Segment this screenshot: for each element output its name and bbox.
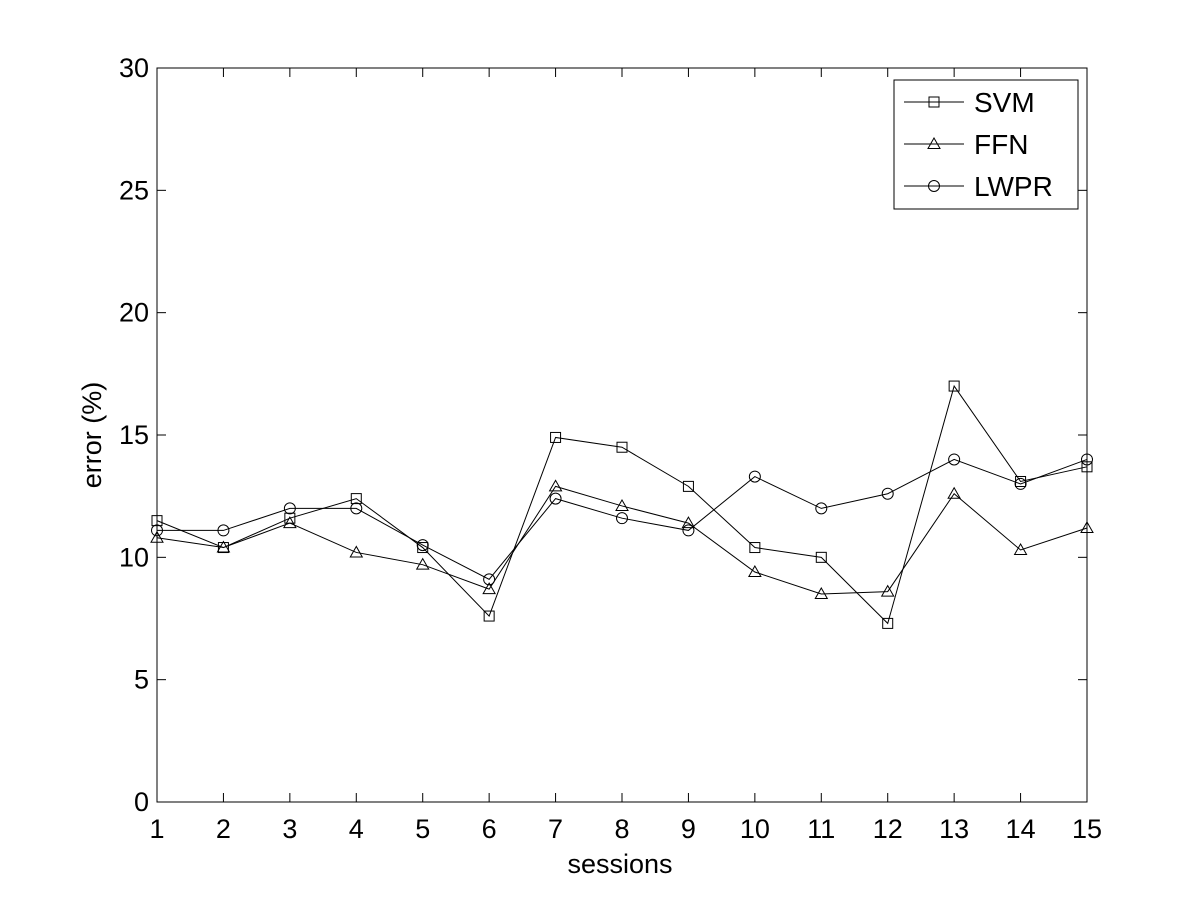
- data-point-svm: [483, 610, 495, 622]
- data-point-svm: [948, 380, 960, 392]
- data-point-lwpr: [549, 492, 562, 505]
- x-tick-label: 11: [807, 814, 835, 844]
- data-point-svm: [616, 441, 628, 453]
- x-tick-label: 7: [548, 814, 563, 844]
- data-point-ffn: [947, 486, 962, 499]
- legend-label-lwpr: LWPR: [974, 171, 1053, 202]
- x-tick-label: 9: [681, 814, 696, 844]
- data-point-lwpr: [881, 487, 894, 500]
- data-point-ffn: [216, 540, 231, 553]
- series-line-ffn: [156, 485, 1088, 595]
- series-line-svm: [156, 384, 1088, 625]
- data-point-svm: [882, 617, 894, 629]
- x-tick-label: 1: [149, 814, 164, 844]
- data-point-ffn: [1013, 542, 1028, 555]
- y-axis-label: error (%): [77, 382, 107, 489]
- data-point-lwpr: [1014, 477, 1027, 490]
- data-point-lwpr: [748, 470, 761, 483]
- data-point-lwpr: [151, 524, 163, 537]
- x-axis-label: sessions: [567, 849, 672, 879]
- data-point-ffn: [349, 545, 364, 558]
- data-point-lwpr: [483, 573, 496, 586]
- data-point-ffn: [482, 582, 497, 595]
- x-tick-label: 2: [216, 814, 231, 844]
- y-tick-label: 25: [119, 175, 149, 205]
- x-tick-label: 12: [873, 814, 903, 844]
- legend-marker-lwpr: [928, 180, 940, 192]
- x-tick-label: 13: [939, 814, 969, 844]
- data-point-svm: [749, 542, 761, 554]
- data-point-ffn: [747, 565, 762, 578]
- data-point-lwpr: [416, 539, 429, 552]
- x-axis-ticks: 1 2 3 4 5 6 7 8 9 10 11 12 13 14 15: [149, 68, 1102, 844]
- y-tick-label: 0: [134, 787, 149, 817]
- data-point-ffn: [282, 516, 297, 529]
- series-line-lwpr: [157, 458, 1088, 580]
- data-point-lwpr: [1081, 453, 1093, 466]
- data-point-lwpr: [283, 502, 296, 515]
- data-point-svm: [815, 551, 827, 563]
- data-point-lwpr: [815, 502, 828, 515]
- y-axis-ticks: 0 5 10 15 20 25 30: [119, 53, 1087, 817]
- data-point-svm: [682, 480, 694, 492]
- data-point-lwpr: [350, 502, 363, 515]
- x-tick-label: 14: [1006, 814, 1036, 844]
- legend-label-ffn: FFN: [974, 129, 1028, 160]
- data-point-lwpr: [217, 524, 230, 537]
- y-tick-label: 10: [119, 542, 149, 572]
- legend: SVM FFN LWPR: [893, 79, 1079, 210]
- data-point-ffn: [1080, 520, 1094, 533]
- series-layer: [150, 380, 1094, 629]
- data-point-svm: [350, 493, 362, 505]
- data-point-ffn: [681, 516, 696, 529]
- x-tick-label: 10: [740, 814, 770, 844]
- data-point-ffn: [150, 530, 164, 543]
- x-tick-label: 5: [415, 814, 430, 844]
- legend-marker-ffn: [927, 136, 941, 149]
- x-tick-label: 8: [614, 814, 629, 844]
- data-point-ffn: [814, 587, 829, 600]
- data-point-ffn: [548, 479, 563, 492]
- legend-label-svm: SVM: [974, 87, 1035, 118]
- x-tick-label: 4: [349, 814, 364, 844]
- y-tick-label: 15: [119, 420, 149, 450]
- data-point-ffn: [415, 557, 430, 570]
- x-tick-label: 15: [1072, 814, 1102, 844]
- data-point-ffn: [615, 498, 629, 511]
- series-lwpr: [151, 453, 1093, 586]
- data-point-lwpr: [948, 453, 961, 466]
- series-ffn: [150, 479, 1094, 600]
- data-point-lwpr: [616, 512, 628, 525]
- data-point-svm: [151, 515, 163, 527]
- x-tick-label: 6: [482, 814, 497, 844]
- data-point-svm: [550, 431, 562, 443]
- x-tick-label: 3: [282, 814, 297, 844]
- legend-marker-svm: [928, 96, 940, 108]
- data-point-ffn: [880, 584, 895, 597]
- data-point-svm: [1081, 461, 1093, 473]
- y-tick-label: 30: [119, 53, 149, 83]
- y-tick-label: 5: [134, 665, 149, 695]
- y-tick-label: 20: [119, 298, 149, 328]
- data-point-lwpr: [682, 524, 695, 537]
